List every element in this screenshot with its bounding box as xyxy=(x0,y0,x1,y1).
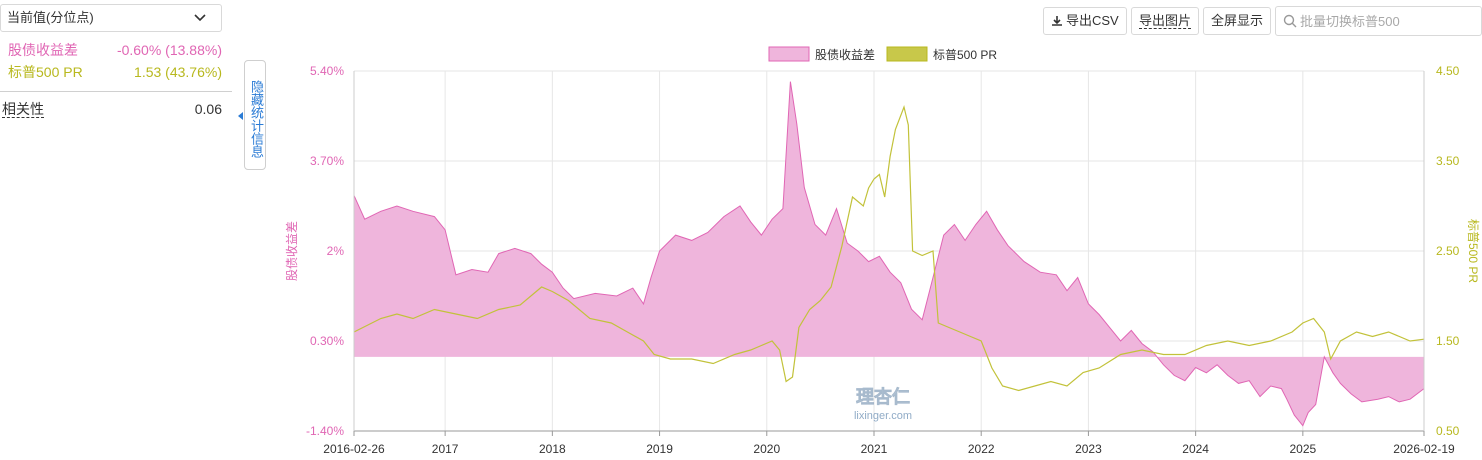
y-axis-right-title: 标普500 PR xyxy=(1466,219,1480,283)
fullscreen-button[interactable]: 全屏显示 xyxy=(1203,7,1272,35)
search-input[interactable] xyxy=(1300,10,1475,32)
watermark-logo: 理杏仁 xyxy=(856,386,910,407)
x-tick-label: 2023 xyxy=(1075,442,1102,456)
legend-swatch-spread[interactable] xyxy=(768,46,810,62)
x-tick-label: 2026-02-19 xyxy=(1393,442,1455,456)
legend-swatch-sp500[interactable] xyxy=(886,46,928,62)
download-icon xyxy=(1052,16,1062,26)
stat-name-spread: 股债收益差 xyxy=(8,42,78,58)
stat-value-spread: -0.60% (13.88%) xyxy=(116,42,222,58)
y-left-tick-label: 3.70% xyxy=(310,154,344,168)
chart-axes: 5.40% 4.50 3.70% 3.50 2% 2.50 0.30% 1.50 -1.40% 0… xyxy=(306,64,1460,456)
correlation-row: 相关性 0.06 xyxy=(2,99,222,121)
value-type-select[interactable]: 当前值(分位点) xyxy=(0,4,222,32)
value-type-label: 当前值(分位点) xyxy=(7,10,94,25)
x-tick-label: 2022 xyxy=(968,442,995,456)
y-right-tick-label: 1.50 xyxy=(1436,334,1460,348)
x-tick-label: 2018 xyxy=(539,442,566,456)
y-right-tick-label: 3.50 xyxy=(1436,154,1460,168)
export-csv-button[interactable]: 导出CSV xyxy=(1043,7,1127,35)
watermark-url: lixinger.com xyxy=(854,410,912,422)
y-right-tick-label: 0.50 xyxy=(1436,424,1460,438)
y-right-tick-label: 4.50 xyxy=(1436,64,1460,78)
y-left-tick-label: 0.30% xyxy=(310,334,344,348)
fullscreen-label: 全屏显示 xyxy=(1211,13,1264,28)
y-left-tick-label: 5.40% xyxy=(310,64,344,78)
stat-value-sp500: 1.53 (43.76%) xyxy=(134,64,222,80)
stat-row-sp500: 标普500 PR 1.53 (43.76%) xyxy=(8,62,222,82)
x-tick-label: 2019 xyxy=(646,442,673,456)
correlation-value: 0.06 xyxy=(194,101,222,117)
x-tick-label: 2016-02-26 xyxy=(323,442,385,456)
stat-name-sp500: 标普500 PR xyxy=(8,64,83,80)
spread-area-fill xyxy=(354,81,1424,426)
correlation-label[interactable]: 相关性 xyxy=(2,101,44,118)
watermark: 理杏仁 lixinger.com xyxy=(854,386,912,422)
y-left-tick-label: -1.40% xyxy=(306,424,344,438)
chevron-down-icon xyxy=(194,14,206,22)
x-tick-label: 2017 xyxy=(432,442,459,456)
x-tick-label: 2025 xyxy=(1289,442,1316,456)
chart-legend[interactable]: 股债收益差 标普500 PR xyxy=(768,46,997,62)
export-image-label: 导出图片 xyxy=(1139,13,1192,29)
spread-series-line xyxy=(353,81,1425,427)
batch-switch-search[interactable] xyxy=(1275,6,1482,36)
x-tick-label: 2021 xyxy=(861,442,888,456)
legend-label-sp500[interactable]: 标普500 PR xyxy=(933,48,997,62)
export-csv-label: 导出CSV xyxy=(1066,13,1119,28)
hide-stats-toggle[interactable]: 隐藏统计信息 xyxy=(244,60,266,170)
x-tick-label: 2024 xyxy=(1182,442,1209,456)
chart-series-layer xyxy=(353,81,1425,427)
legend-label-spread[interactable]: 股债收益差 xyxy=(815,48,875,62)
stat-row-spread: 股债收益差 -0.60% (13.88%) xyxy=(8,40,222,60)
stats-panel: 当前值(分位点) 股债收益差 -0.60% (13.88%) 标普500 PR … xyxy=(0,0,232,460)
export-image-button[interactable]: 导出图片 xyxy=(1131,7,1200,35)
collapse-arrow-icon[interactable] xyxy=(238,112,243,120)
sp500-series-line xyxy=(353,104,1425,392)
search-icon xyxy=(1283,14,1297,28)
y-right-tick-label: 2.50 xyxy=(1436,244,1460,258)
x-tick-label: 2020 xyxy=(753,442,780,456)
y-left-tick-label: 2% xyxy=(327,244,345,258)
panel-divider xyxy=(0,91,232,92)
y-axis-left-title: 股债收益差 xyxy=(285,221,299,281)
